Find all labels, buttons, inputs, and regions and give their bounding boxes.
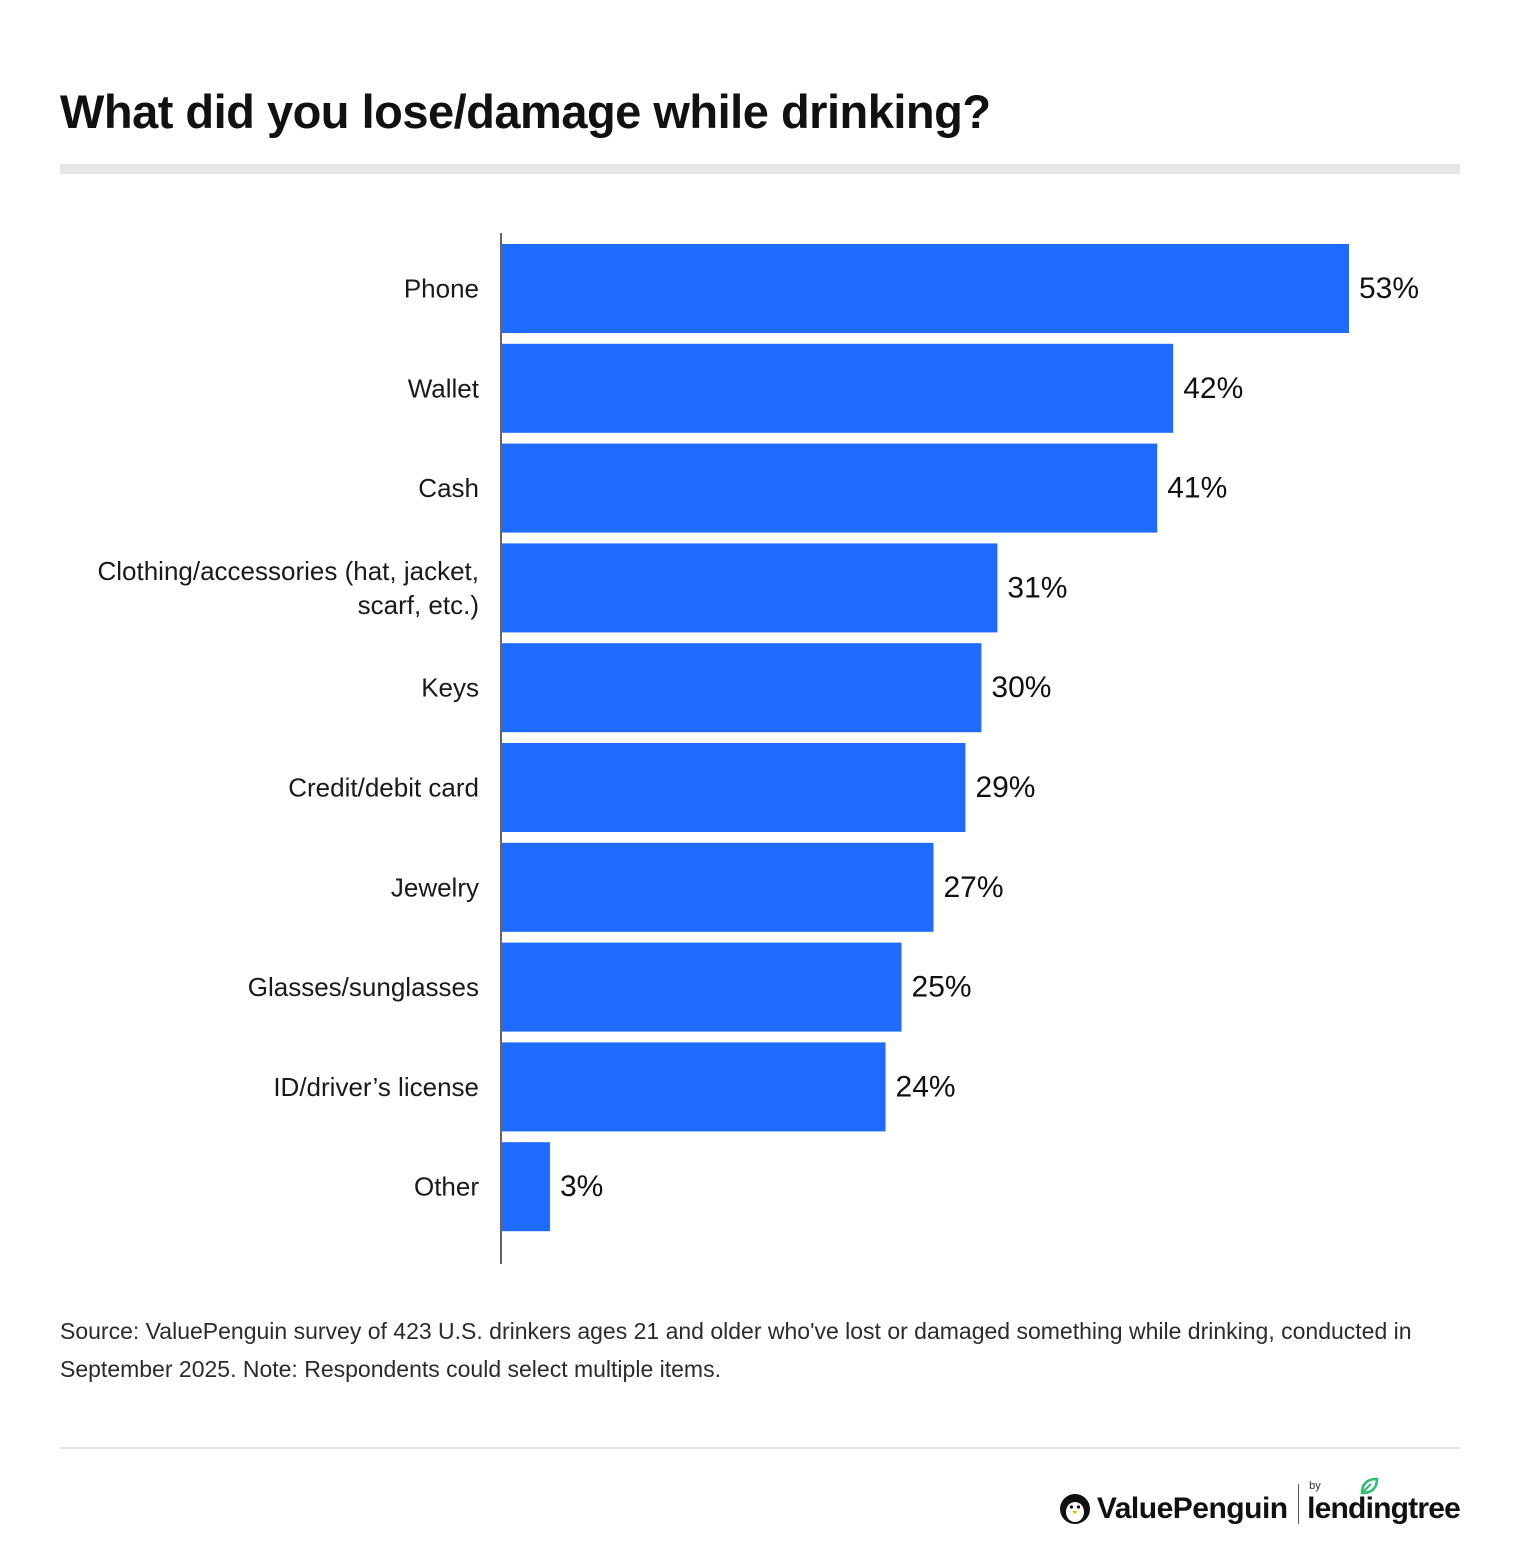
data-label: 30% — [991, 671, 1051, 704]
data-label: 29% — [975, 771, 1035, 804]
penguin-icon — [1059, 1494, 1090, 1524]
bar — [502, 1042, 886, 1132]
category-label: Phone — [404, 274, 479, 304]
bar — [502, 343, 1174, 433]
bar — [502, 543, 998, 633]
lendingtree-logo: by lendingtree — [1307, 1477, 1461, 1526]
by-label: by — [1309, 1480, 1321, 1492]
data-label: 24% — [896, 1070, 956, 1103]
source-note: Source: ValuePenguin survey of 423 U.S. … — [60, 1318, 1412, 1382]
bar — [502, 643, 982, 733]
leaf-icon — [1360, 1477, 1379, 1495]
chart-title: What did you lose/damage while drinking? — [60, 85, 991, 138]
category-label: ID/driver’s license — [273, 1072, 479, 1102]
bar — [502, 842, 934, 932]
data-label: 27% — [943, 871, 1003, 904]
title-divider — [60, 164, 1460, 174]
lendingtree-wordmark: lendingtree — [1307, 1492, 1461, 1525]
data-label: 3% — [560, 1170, 603, 1203]
bar — [502, 1142, 550, 1232]
category-label: scarf, etc.) — [358, 590, 479, 620]
footer-divider — [60, 1447, 1460, 1449]
category-label: Jewelry — [391, 872, 479, 902]
valuepenguin-wordmark: ValuePenguin — [1096, 1492, 1288, 1525]
category-label: Glasses/sunglasses — [248, 972, 479, 1002]
category-label: Other — [414, 1172, 479, 1202]
bar — [502, 244, 1349, 333]
data-label: 31% — [1007, 571, 1067, 604]
brand-separator — [1297, 1484, 1300, 1524]
brand-lockup: ValuePenguin by lendingtree — [1059, 1477, 1461, 1526]
category-label: Keys — [421, 673, 479, 703]
data-label: 42% — [1183, 372, 1243, 405]
category-label: Cash — [418, 473, 479, 503]
bar — [502, 942, 902, 1032]
valuepenguin-logo: ValuePenguin — [1059, 1492, 1288, 1526]
bar-chart: Phone 53% Wallet 42% Cash 41% Clothing/accesso… — [97, 233, 1419, 1264]
data-label: 53% — [1359, 272, 1419, 305]
data-label: 41% — [1167, 472, 1227, 505]
category-label: Credit/debit card — [288, 773, 479, 803]
data-label: 25% — [912, 971, 972, 1004]
bar — [502, 743, 966, 832]
category-label: Clothing/accessories (hat, jacket, — [97, 556, 479, 586]
bar — [502, 443, 1158, 533]
category-label: Wallet — [408, 373, 480, 403]
